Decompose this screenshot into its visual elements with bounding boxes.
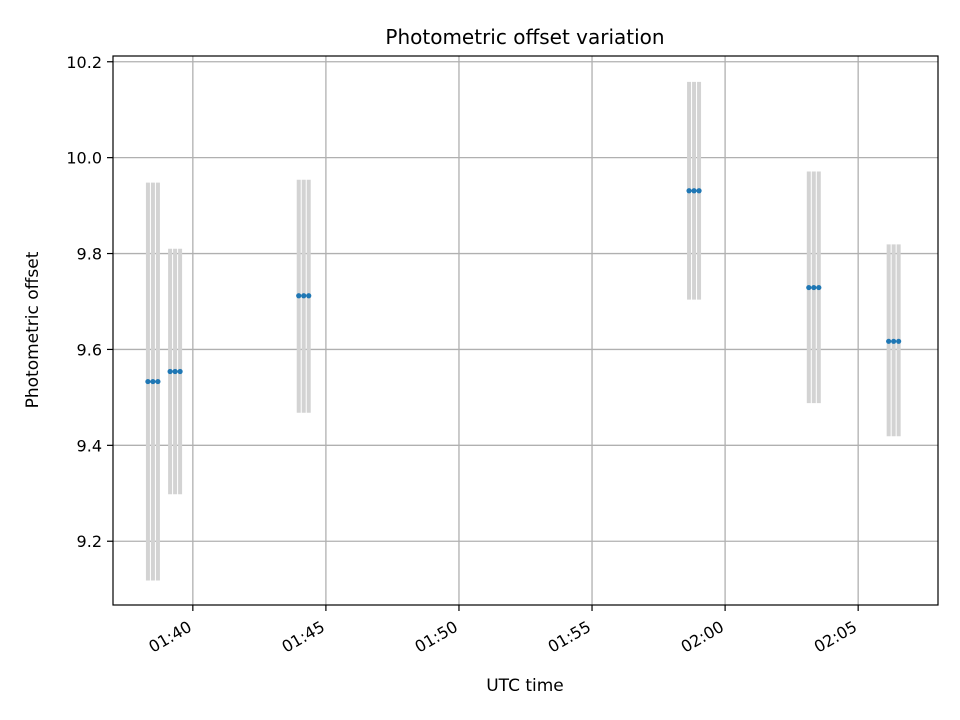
data-point: [177, 368, 183, 375]
data-point: [696, 188, 702, 194]
data-point: [806, 284, 812, 291]
data-point: [816, 284, 822, 291]
data-point: [145, 378, 151, 385]
plot-frame: [112, 55, 939, 606]
y-tick-label: 10.2: [66, 53, 102, 72]
y-tick-label: 9.4: [77, 436, 102, 455]
x-axis-label: UTC time: [486, 676, 564, 696]
data-point: [811, 284, 817, 291]
y-axis-label: Photometric offset: [23, 251, 43, 408]
data-point: [896, 338, 902, 344]
data-point: [167, 368, 173, 375]
data-point: [172, 368, 178, 375]
data-point: [691, 188, 697, 194]
chart-title: Photometric offset variation: [385, 25, 664, 49]
marker-layer: [145, 188, 902, 385]
data-point: [150, 378, 156, 385]
data-point: [296, 293, 302, 299]
y-tick-label: 9.8: [77, 245, 102, 264]
data-point: [155, 378, 161, 385]
data-point: [891, 338, 897, 344]
data-point: [686, 188, 692, 194]
data-point: [306, 293, 312, 299]
y-tick-label: 9.2: [77, 532, 102, 551]
data-point: [886, 338, 892, 344]
data-point: [301, 293, 307, 299]
y-tick-label: 10.0: [66, 149, 102, 168]
grid-layer: [113, 56, 938, 605]
y-tick-label: 9.6: [77, 340, 102, 359]
